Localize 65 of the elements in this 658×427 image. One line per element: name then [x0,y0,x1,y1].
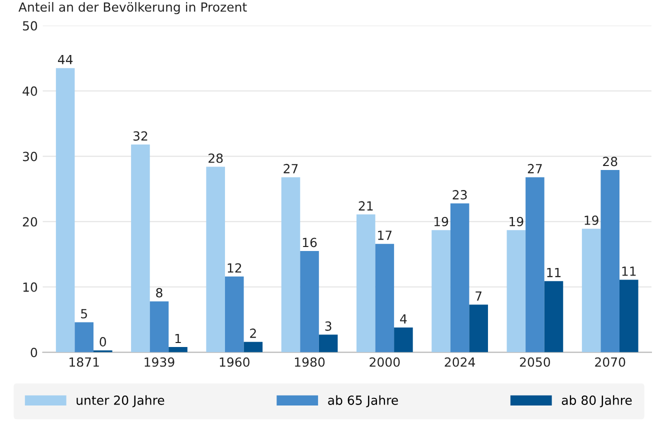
bar [206,166,225,352]
data-label: 19 [584,216,598,225]
bar [506,230,526,352]
y-tick-label: 40 [22,86,38,96]
bar [356,214,376,352]
y-tick-label: 30 [22,152,38,162]
data-label: 23 [452,190,467,200]
data-label: 1 [175,334,181,344]
data-label: 32 [133,131,148,141]
bar [318,334,338,352]
bar [375,244,394,352]
data-label: 19 [510,216,524,226]
bar [168,347,188,352]
x-tick-label: 2070 [595,357,626,367]
bar [432,230,450,352]
data-label: 16 [302,238,317,248]
x-tick-label: 1960 [220,357,250,367]
bar [244,342,263,352]
bar [582,228,601,352]
data-label: 0 [100,337,106,347]
y-tick-label: 20 [22,217,38,227]
data-label: 27 [528,164,542,174]
y-tick-label: 0 [30,348,38,358]
data-label: 27 [284,164,298,174]
data-label: 28 [603,156,618,166]
legend-label: ab 65 Jahre [328,395,398,408]
x-tick-label: 1939 [144,357,174,367]
bar [74,322,94,352]
data-label: 19 [434,216,448,226]
data-label: 17 [378,230,392,240]
data-label: 28 [208,153,223,163]
bar [469,304,488,352]
bar [224,276,244,352]
bar [450,203,470,352]
x-tick-label: 2000 [370,357,400,367]
bar [56,68,75,352]
data-label: 5 [81,309,87,318]
bar [619,280,638,352]
data-label: 8 [156,288,162,298]
bar [394,327,413,352]
data-label: 4 [400,314,407,324]
bar [300,251,319,352]
data-label: 2 [250,328,256,338]
legend-label: unter 20 Jahre [76,395,164,408]
x-tick-label: 2024 [444,357,476,367]
data-label: 3 [325,321,332,331]
y-tick-label: 50 [22,21,38,31]
data-label: 11 [622,266,636,276]
bar [526,177,544,352]
bar [600,170,620,352]
x-tick-label: 1871 [70,357,99,367]
legend-label: ab 80 Jahre [562,395,632,408]
data-label: 12 [228,263,242,273]
bar [281,177,300,352]
data-label: 11 [547,268,561,278]
y-tick-label: 10 [23,282,38,292]
data-label: 44 [58,54,73,64]
x-tick-label: 1980 [294,357,325,367]
y-axis-title: Anteil an der Bevölkerung in Prozent [18,2,247,14]
data-label: 7 [476,291,482,301]
data-label: 21 [358,201,373,210]
bar [150,301,169,352]
x-tick-label: 2050 [520,357,550,367]
bar [544,281,564,352]
bar [131,144,150,352]
